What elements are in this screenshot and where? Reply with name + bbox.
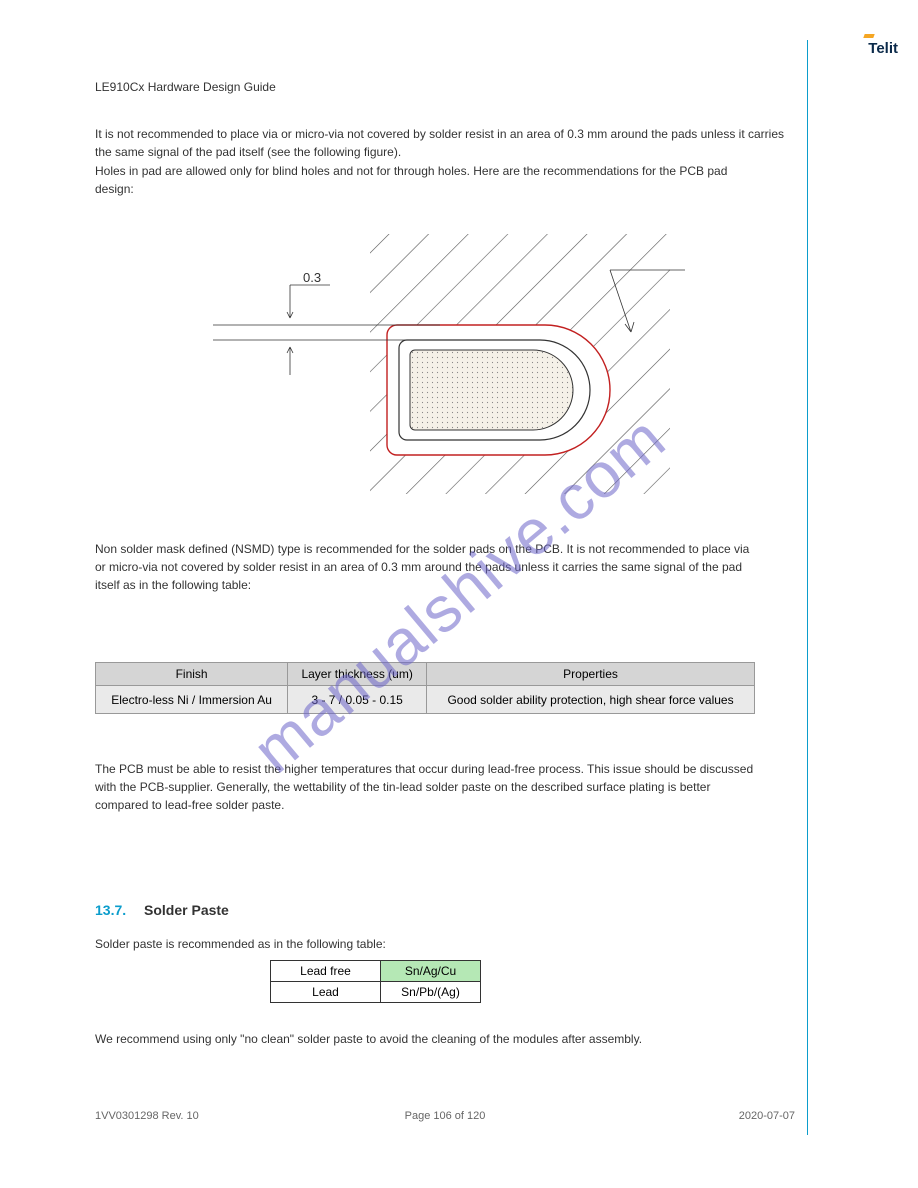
dim-arrow-top	[287, 285, 293, 318]
paragraph-solder-paste-intro: Solder paste is recommended as in the fo…	[95, 935, 386, 953]
footer-doc-id: 1VV0301298 Rev. 10	[95, 1110, 199, 1122]
footer-page-number: Page 106 of 120	[405, 1110, 486, 1122]
footer-date: 2020-07-07	[739, 1110, 795, 1122]
finish-cell: Electro-less Ni / Immersion Au	[96, 686, 288, 714]
section-title: Solder Paste	[144, 902, 229, 918]
pad-clearance-diagram: 0.3	[175, 210, 685, 510]
section-number: 13.7.	[95, 902, 126, 918]
paste-cell: Lead	[271, 982, 381, 1003]
finish-col-properties: Properties	[427, 663, 755, 686]
page-rule-vertical	[807, 40, 808, 1135]
table-row: Lead free Sn/Ag/Cu	[271, 961, 481, 982]
dim-arrow-bottom	[287, 347, 293, 375]
paragraph-intro: It is not recommended to place via or mi…	[95, 125, 795, 161]
paste-cell-highlight: Sn/Ag/Cu	[381, 961, 481, 982]
paragraph-no-clean: We recommend using only "no clean" solde…	[95, 1030, 642, 1048]
paragraph-pcb-temp: The PCB must be able to resist the highe…	[95, 760, 755, 814]
solder-paste-table: Lead free Sn/Ag/Cu Lead Sn/Pb/(Ag)	[270, 960, 481, 1003]
section-heading: 13.7. Solder Paste	[95, 902, 229, 918]
document-header-title: LE910Cx Hardware Design Guide	[95, 80, 276, 94]
finish-cell: 3 - 7 / 0.05 - 0.15	[288, 686, 427, 714]
paragraph-nsmd: Non solder mask defined (NSMD) type is r…	[95, 540, 755, 594]
logo-accent	[863, 34, 874, 38]
finish-table: Finish Layer thickness (um) Properties E…	[95, 662, 755, 714]
paragraph-pad-design: Holes in pad are allowed only for blind …	[95, 162, 755, 198]
table-row: Lead Sn/Pb/(Ag)	[271, 982, 481, 1003]
table-row: Electro-less Ni / Immersion Au 3 - 7 / 0…	[96, 686, 755, 714]
finish-col-thickness: Layer thickness (um)	[288, 663, 427, 686]
brand-logo: Telit	[868, 40, 898, 57]
finish-cell: Good solder ability protection, high she…	[427, 686, 755, 714]
dim-label: 0.3	[303, 270, 321, 285]
paste-cell: Lead free	[271, 961, 381, 982]
pad-fill	[410, 350, 573, 430]
finish-col-finish: Finish	[96, 663, 288, 686]
paste-cell: Sn/Pb/(Ag)	[381, 982, 481, 1003]
